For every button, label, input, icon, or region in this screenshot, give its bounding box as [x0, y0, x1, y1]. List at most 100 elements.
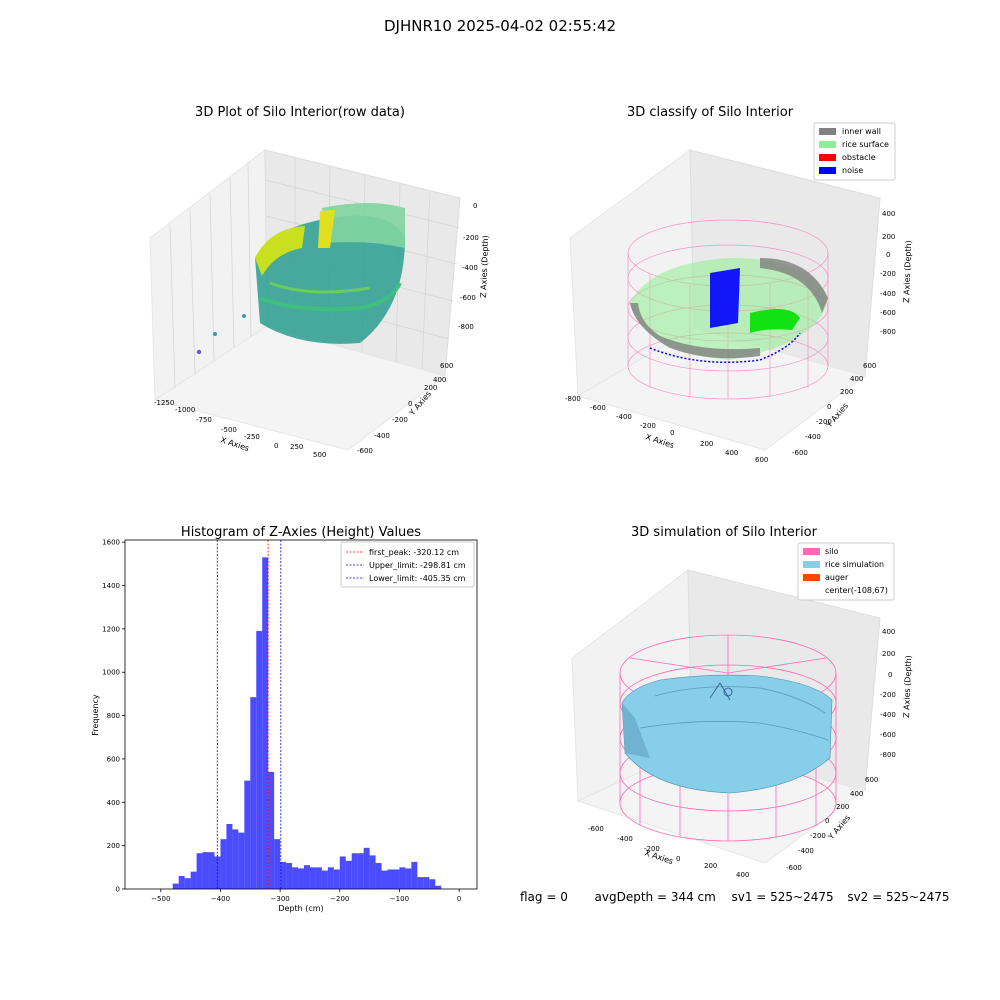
- histogram-bar: [345, 860, 352, 889]
- raw-ytick: 600: [440, 362, 453, 370]
- legend-label: Upper_limit: -298.81 cm: [369, 561, 466, 570]
- classify-ytick: -400: [805, 433, 821, 441]
- raw-ztick: -800: [458, 323, 474, 331]
- histogram-bar: [309, 867, 316, 889]
- histogram-xtick-label: −300: [271, 895, 290, 903]
- classify-ytick: 0: [827, 403, 831, 411]
- classify-ytick: -600: [792, 449, 808, 457]
- legend-swatch: [803, 561, 820, 568]
- histogram-ytick-label: 800: [107, 712, 120, 720]
- histogram-bar: [298, 868, 304, 889]
- legend-label: inner wall: [842, 127, 881, 136]
- histogram-bar: [375, 862, 382, 889]
- histogram-frame: [124, 539, 478, 890]
- histogram-xtick-label: −500: [151, 895, 170, 903]
- classify-xtick: -400: [616, 413, 632, 421]
- histogram-bar: [333, 869, 340, 889]
- sim-ztick: -200: [880, 691, 896, 699]
- figure-title: DJHNR10 2025-04-02 02:55:42: [383, 17, 617, 35]
- histogram-bar: [220, 839, 227, 889]
- histogram-xlabel: Depth (cm): [278, 904, 323, 913]
- legend-label: obstacle: [842, 153, 876, 162]
- histogram-ytick-label: 200: [107, 842, 120, 850]
- status-footer: flag = 0 avgDepth = 344 cm sv1 = 525~247…: [520, 890, 949, 904]
- histogram-bar: [286, 862, 293, 889]
- histogram-ylabel: Frequency: [91, 694, 100, 736]
- raw-ztick: 0: [473, 202, 477, 210]
- classify-ztick: 0: [886, 251, 890, 259]
- histogram-xtick-label: −100: [390, 895, 409, 903]
- histogram-bar: [381, 870, 388, 889]
- legend-label: noise: [842, 166, 863, 175]
- rice-simulation-surface: [621, 674, 833, 794]
- sim-xtick: 200: [704, 862, 717, 870]
- raw-data-3d-plot: 3D Plot of Silo Interior(row data) -1250…: [149, 105, 490, 459]
- sim-ytick: -400: [798, 847, 814, 855]
- sim-ytick: 200: [836, 803, 849, 811]
- histogram-title: Histogram of Z-Axies (Height) Values: [181, 525, 421, 540]
- classify-xtick: 200: [700, 440, 713, 448]
- sv1-readout: sv1 = 525~2475: [731, 890, 834, 904]
- histogram-bar: [208, 852, 215, 889]
- sim-ytick: 600: [865, 776, 878, 784]
- raw-ztick: -400: [462, 264, 478, 272]
- histogram-bar: [280, 861, 287, 889]
- classify-plot-title: 3D classify of Silo Interior: [627, 105, 794, 120]
- histogram-bar: [417, 877, 424, 889]
- legend-label: rice surface: [842, 140, 889, 149]
- histogram-bar: [250, 697, 257, 889]
- legend-swatch: [803, 548, 820, 555]
- histogram-bar: [321, 870, 328, 889]
- classify-legend: inner wall rice surface obstacle noise: [813, 122, 896, 181]
- raw-ytick: -600: [357, 447, 373, 455]
- histogram-bar: [405, 868, 412, 889]
- histogram-bar: [369, 855, 376, 889]
- histogram-xticks: −500 −400 −300 −200 −100 0: [151, 889, 461, 903]
- legend-label: first_peak: -320.12 cm: [369, 548, 459, 557]
- classify-xtick: -200: [640, 422, 656, 430]
- sim-ztick: 400: [882, 628, 895, 636]
- classify-ytick: 400: [850, 375, 863, 383]
- histogram-bar: [327, 867, 334, 889]
- raw-xtick: 0: [274, 442, 278, 450]
- raw-xtick: -1250: [154, 399, 174, 407]
- histogram-bar: [303, 865, 310, 889]
- classify-xtick: -600: [590, 404, 606, 412]
- histogram-bar: [387, 869, 394, 889]
- raw-plot-outliers: [196, 314, 246, 355]
- histogram-bar: [256, 631, 263, 889]
- sim-ztick: 200: [882, 650, 895, 658]
- raw-ytick: -200: [392, 416, 408, 424]
- histogram-bar: [196, 853, 203, 889]
- histogram-bar: [274, 839, 281, 889]
- classify-ytick: 600: [863, 362, 876, 370]
- histogram-yticks: 0 200 400 600 800 1000 1200 1400 1600: [102, 539, 125, 894]
- histogram-bar: [429, 879, 436, 889]
- classify-zlabel: Z Axies (Depth): [902, 240, 913, 303]
- raw-ytick: -400: [374, 432, 390, 440]
- histogram-bar: [315, 867, 322, 889]
- histogram-xtick-label: −400: [211, 895, 230, 903]
- sim-ztick: -400: [880, 711, 896, 719]
- legend-swatch: [819, 167, 836, 174]
- histogram-bar: [232, 829, 239, 889]
- sim-ylabel: Y Axies: [826, 813, 852, 842]
- raw-xtick: -250: [244, 433, 260, 441]
- histogram-reference-lines: [216, 540, 282, 889]
- histogram-bar: [262, 557, 269, 889]
- simulation-legend: silo rice simulation auger center(-108,6…: [797, 542, 895, 601]
- raw-zlabel: Z Axies (Depth): [479, 235, 490, 298]
- sim-ztick: -600: [880, 731, 896, 739]
- legend-label: Lower_limit: -405.35 cm: [369, 574, 466, 583]
- histogram-ytick-label: 600: [107, 755, 120, 763]
- raw-xtick: -1000: [175, 406, 195, 414]
- legend-swatch: [819, 128, 836, 135]
- classify-ytick: -200: [816, 418, 832, 426]
- histogram-bars: [172, 557, 442, 889]
- sim-ztick: 0: [888, 671, 892, 679]
- histogram-ytick-label: 1000: [102, 669, 120, 677]
- classify-xtick: 600: [755, 456, 768, 464]
- histogram-xtick-label: 0: [457, 895, 461, 903]
- flag-readout: flag = 0: [520, 890, 568, 904]
- sim-zlabel: Z Axies (Depth): [902, 655, 913, 718]
